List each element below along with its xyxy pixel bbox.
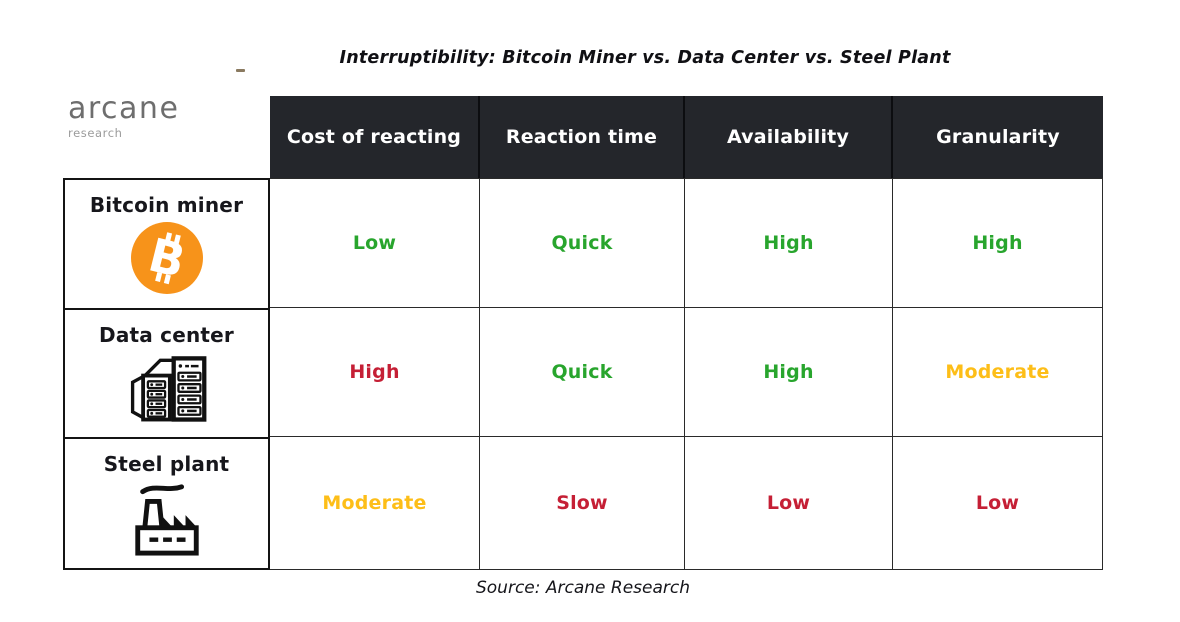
- row-header-steel-plant: Steel plant: [63, 437, 270, 570]
- row-label-bitcoin-miner: Bitcoin miner: [89, 193, 244, 217]
- table-corner-spacer: [63, 96, 270, 178]
- logo-tagline: research: [68, 126, 123, 140]
- arcane-research-logo: arcane research: [68, 91, 180, 141]
- bitcoin-icon: B: [129, 220, 205, 296]
- cell-data-center-cost-of-reacting: High: [270, 308, 480, 437]
- cell-data-center-reaction-time: Quick: [480, 308, 685, 437]
- cell-steel-plant-cost-of-reacting: Moderate: [270, 437, 480, 570]
- cell-data-center-availability: High: [685, 308, 893, 437]
- cell-steel-plant-availability: Low: [685, 437, 893, 570]
- logo-wordmark: arcane: [68, 91, 180, 126]
- cell-steel-plant-granularity: Low: [893, 437, 1103, 570]
- source-caption: Source: Arcane Research: [475, 578, 691, 598]
- steel-plant-icon: [122, 479, 212, 557]
- cell-bitcoin-miner-reaction-time: Quick: [480, 178, 685, 308]
- data-center-icon: [124, 350, 210, 426]
- cell-bitcoin-miner-granularity: High: [893, 178, 1103, 308]
- cell-data-center-granularity: Moderate: [893, 308, 1103, 437]
- row-label-steel-plant: Steel plant: [103, 452, 230, 476]
- column-header-availability: Availability: [685, 96, 893, 178]
- cell-bitcoin-miner-cost-of-reacting: Low: [270, 178, 480, 308]
- figure-title: Interruptibility: Bitcoin Miner vs. Data…: [339, 48, 951, 68]
- column-header-cost-of-reacting: Cost of reacting: [270, 96, 480, 178]
- cell-steel-plant-reaction-time: Slow: [480, 437, 685, 570]
- column-header-granularity: Granularity: [893, 96, 1103, 178]
- row-label-data-center: Data center: [99, 323, 234, 347]
- column-header-reaction-time: Reaction time: [480, 96, 685, 178]
- row-header-data-center: Data center: [63, 308, 270, 437]
- cell-bitcoin-miner-availability: High: [685, 178, 893, 308]
- stray-dash-mark: [236, 69, 245, 72]
- comparison-table: Cost of reacting Reaction time Availabil…: [63, 96, 1103, 570]
- row-header-bitcoin-miner: Bitcoin miner B: [63, 178, 270, 308]
